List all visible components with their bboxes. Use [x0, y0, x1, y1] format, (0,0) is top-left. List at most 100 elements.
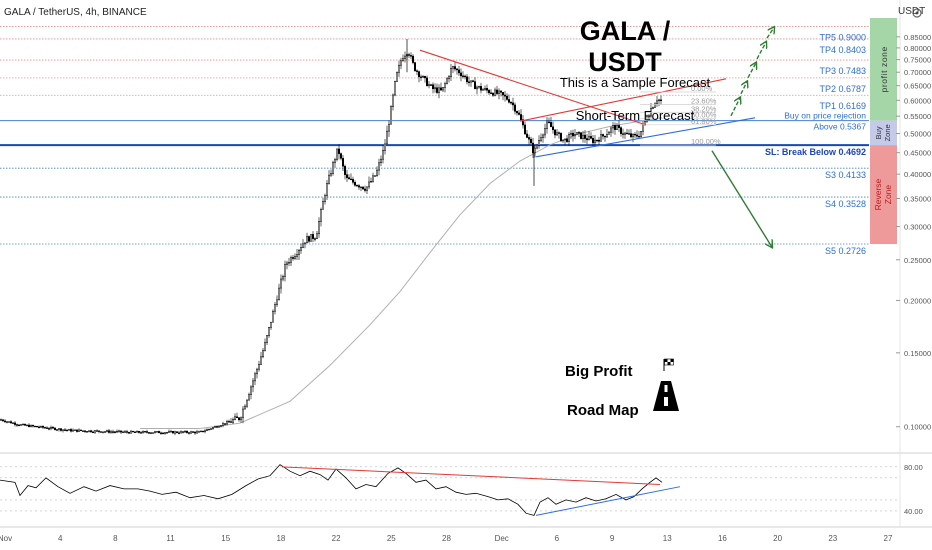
price-levels	[0, 26, 869, 245]
candle-up	[322, 201, 324, 210]
candle-down	[520, 114, 522, 120]
candle-up	[380, 158, 382, 164]
candle-down	[502, 92, 504, 96]
candle-down	[16, 424, 18, 426]
candle-up	[62, 429, 64, 431]
x-tick-label: 22	[332, 534, 341, 543]
candle-up	[78, 429, 80, 432]
candle-up	[274, 304, 276, 312]
candle-down	[420, 76, 422, 78]
x-tick-label: 20	[773, 534, 782, 543]
candle-down	[414, 62, 416, 72]
candle-down	[192, 431, 194, 433]
candle-up	[116, 430, 118, 433]
candle-down	[492, 93, 494, 96]
candle-up	[384, 143, 386, 151]
candle-down	[350, 178, 352, 181]
candle-down	[598, 139, 600, 142]
candle-up	[422, 75, 424, 78]
candle-down	[64, 429, 66, 431]
candle-up	[254, 373, 256, 382]
support-label: S4 0.3528	[825, 199, 866, 209]
candle-down	[630, 133, 632, 138]
red-downtrend-line	[419, 49, 646, 126]
candle-up	[448, 76, 450, 80]
candle-up	[180, 431, 182, 434]
candle-down	[480, 86, 482, 91]
candle-up	[266, 335, 268, 343]
candle-down	[474, 81, 476, 90]
candle-down	[526, 133, 528, 138]
candle-down	[604, 135, 606, 138]
up-forecast-arrow	[740, 82, 747, 95]
y-tick-label: 0.15000	[904, 349, 931, 358]
candle-down	[358, 185, 360, 188]
axes: 0.85000 0.80000 0.75000 0.70000 0.65000 0.600…	[0, 33, 931, 543]
y-tick-label: 0.55000	[904, 112, 931, 121]
chart-title: GALA / USDT	[579, 16, 671, 77]
candle-down	[412, 55, 414, 63]
candle-up	[272, 310, 274, 323]
candle-up	[616, 125, 618, 130]
candle-down	[456, 68, 458, 71]
candle-down	[292, 257, 294, 259]
candle-up	[310, 234, 312, 242]
candle-up	[94, 430, 96, 433]
candle-up	[640, 131, 642, 137]
candle-up	[498, 90, 500, 94]
x-tick-label: Nov	[0, 534, 12, 543]
big-profit-text: Big Profit	[565, 363, 633, 380]
candle-up	[222, 423, 224, 426]
target-label: TP5 0.9000	[819, 32, 866, 42]
candle-down	[530, 138, 532, 144]
candle-down	[312, 234, 314, 239]
candle-up	[476, 86, 478, 90]
road-map-text: Road Map	[567, 402, 639, 419]
road-marking	[664, 385, 668, 392]
up-forecast-arrow	[747, 63, 756, 78]
candle-up	[282, 276, 284, 280]
x-tick-label: 13	[663, 534, 672, 543]
y-tick-label: 0.20000	[904, 296, 931, 305]
candle-up	[276, 299, 278, 305]
candle-up	[654, 103, 656, 108]
trendlines	[419, 49, 756, 158]
candle-down	[628, 133, 630, 135]
candle-down	[592, 138, 594, 144]
candle-up	[394, 81, 396, 96]
candle-up	[320, 209, 322, 222]
candle-down	[216, 426, 218, 428]
candle-up	[290, 257, 292, 263]
x-tick-label: 6	[555, 534, 560, 543]
candle-down	[614, 125, 616, 130]
reverse-zone-label-2: Zone	[883, 185, 893, 205]
candle-up	[58, 428, 60, 430]
candle-down	[354, 182, 356, 186]
flag-check	[670, 359, 674, 362]
candle-up	[208, 428, 210, 431]
candle-down	[108, 430, 110, 433]
candle-up	[150, 432, 152, 434]
support-label: S5 0.2726	[825, 246, 866, 256]
candle-up	[556, 132, 558, 136]
candle-up	[438, 87, 440, 93]
forecast-arrows	[711, 27, 774, 247]
blue-support-trendline	[535, 117, 756, 158]
candle-up	[318, 220, 320, 235]
candle-down	[60, 428, 62, 431]
candle-up	[240, 417, 242, 421]
candle-up	[156, 431, 158, 433]
candle-down	[144, 431, 146, 433]
candle-up	[390, 106, 392, 125]
candle-up	[166, 432, 168, 434]
candle-down	[176, 431, 178, 434]
candle-down	[224, 423, 226, 425]
candles	[0, 39, 662, 436]
candle-down	[618, 125, 620, 128]
candle-up	[252, 380, 254, 388]
candle-down	[518, 112, 520, 115]
flag-check	[664, 359, 668, 362]
candle-up	[330, 173, 332, 176]
candle-down	[160, 432, 162, 434]
